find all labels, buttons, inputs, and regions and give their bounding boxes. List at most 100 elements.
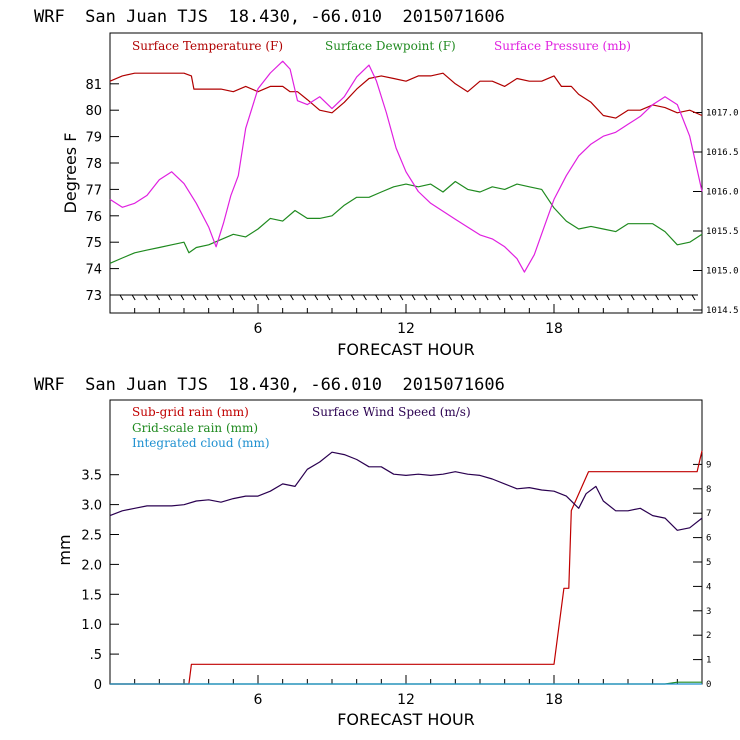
wind-barb — [277, 294, 282, 301]
wind-barb — [216, 294, 221, 301]
y-tick-label: 2.0 — [81, 558, 102, 573]
y-tick-label: 77 — [85, 183, 102, 198]
wind-barb — [423, 294, 428, 301]
legend-entry: Surface Pressure (mb) — [494, 39, 631, 53]
y2-tick-label: 1015.5 — [706, 227, 739, 237]
series-line-surface-wind-speed-m-s — [109, 451, 703, 531]
legend-entry: Surface Temperature (F) — [132, 39, 283, 53]
y-tick-label: 3.0 — [81, 499, 102, 514]
x-axis-label: FORECAST HOUR — [337, 710, 475, 729]
legend-entry: Sub-grid rain (mm) — [132, 405, 249, 419]
wind-barb — [655, 294, 659, 301]
wind-barb — [448, 294, 453, 301]
legend-entry: Surface Wind Speed (m/s) — [312, 405, 471, 419]
top-chart: 6 12 18 73 74 75 76 77 78 79 80 81 1014.5 1015.0 1015.… — [61, 32, 739, 359]
wind-barb — [582, 294, 586, 301]
x-tick-label: 18 — [545, 321, 563, 337]
wind-barb — [411, 294, 416, 301]
bottom-chart-header: WRF San Juan TJS 18.430, -66.010 2015071… — [34, 375, 505, 395]
wind-barb — [642, 294, 647, 301]
wind-barb — [569, 294, 574, 301]
wind-barb — [667, 294, 672, 301]
wind-barb — [326, 294, 331, 301]
wind-barb — [606, 294, 611, 301]
y-axis-label: mm — [55, 534, 74, 565]
series-line-surface-pressure-mb — [109, 60, 703, 273]
wind-barb — [545, 294, 550, 301]
y-tick-label: .5 — [90, 648, 102, 663]
y-tick-label: 76 — [85, 210, 102, 225]
wind-barb — [265, 294, 270, 301]
wind-barb — [496, 294, 501, 301]
legend-entry: Grid-scale rain (mm) — [132, 421, 258, 435]
y2-tick-label: 6 — [706, 534, 711, 544]
wind-barb — [350, 294, 355, 301]
top-chart-header: WRF San Juan TJS 18.430, -66.010 2015071… — [34, 7, 505, 27]
wind-barb — [460, 294, 465, 301]
y2-tick-label: 1017.0 — [706, 109, 739, 119]
legend-entry: Surface Dewpoint (F) — [325, 39, 456, 53]
wind-barb — [484, 294, 489, 301]
bottom-chart: 6 12 180.51.01.52.02.53.03.50123456789FORE… — [55, 399, 711, 729]
y2-tick-label: 4 — [706, 582, 711, 592]
wind-barb — [399, 294, 404, 301]
x-tick-label: 12 — [397, 692, 415, 708]
y-tick-label: 3.5 — [81, 469, 102, 484]
wind-barb — [204, 294, 209, 301]
y2-tick-label: 0 — [706, 680, 711, 690]
y2-tick-label: 1014.5 — [706, 306, 739, 316]
wind-barb — [472, 294, 477, 301]
y2-tick-label: 9 — [706, 460, 711, 470]
wind-barb — [521, 294, 526, 301]
x-tick-label: 12 — [397, 321, 415, 337]
y-tick-label: 1.5 — [81, 588, 102, 603]
y-tick-label: 81 — [85, 78, 102, 93]
x-axis-label: FORECAST HOUR — [337, 340, 475, 359]
y-tick-label: 1.0 — [81, 618, 102, 633]
wind-barb — [618, 294, 623, 301]
wind-barb — [509, 294, 513, 301]
wind-barb — [630, 294, 635, 301]
wind-barb — [289, 294, 294, 301]
y2-tick-label: 3 — [706, 607, 711, 617]
y2-tick-label: 7 — [706, 509, 711, 519]
wind-barb — [241, 294, 246, 301]
y-axis-label: Degrees F — [61, 133, 80, 214]
wind-barb — [302, 294, 306, 301]
wind-barb — [119, 294, 124, 301]
y2-tick-label: 1 — [706, 656, 711, 666]
wind-barb — [338, 294, 343, 301]
wind-barb — [557, 294, 562, 301]
wind-barb — [192, 294, 197, 301]
wind-barb — [180, 294, 185, 301]
wind-barb — [229, 294, 233, 301]
y-tick-label: 2.5 — [81, 529, 102, 544]
series-line-surface-dewpoint-f — [109, 180, 703, 264]
wind-barb — [679, 294, 684, 301]
series-line-surface-temperature-f — [109, 72, 703, 119]
wind-barb — [533, 294, 538, 301]
y-tick-label: 80 — [85, 104, 102, 119]
wind-barb — [143, 294, 148, 301]
y-tick-label: 75 — [85, 236, 102, 251]
y2-tick-label: 1015.0 — [706, 267, 739, 277]
wind-barb — [362, 294, 367, 301]
y2-tick-label: 8 — [706, 485, 711, 495]
y-tick-label: 73 — [85, 289, 102, 304]
y2-tick-label: 5 — [706, 558, 711, 568]
y-tick-label: 78 — [85, 157, 102, 172]
y-tick-label: 0 — [94, 678, 102, 693]
wind-barb — [131, 294, 136, 301]
wind-barb — [253, 294, 258, 301]
wind-barb — [156, 294, 160, 301]
x-tick-label: 18 — [545, 692, 563, 708]
x-tick-label: 6 — [254, 321, 263, 337]
y2-tick-label: 1016.0 — [706, 188, 739, 198]
wind-barb — [691, 294, 696, 301]
x-tick-label: 6 — [254, 692, 263, 708]
wind-barb — [435, 294, 440, 301]
y-tick-label: 79 — [85, 131, 102, 146]
wind-barb — [387, 294, 392, 301]
plot-frame — [109, 32, 703, 314]
wind-barb — [375, 294, 380, 301]
